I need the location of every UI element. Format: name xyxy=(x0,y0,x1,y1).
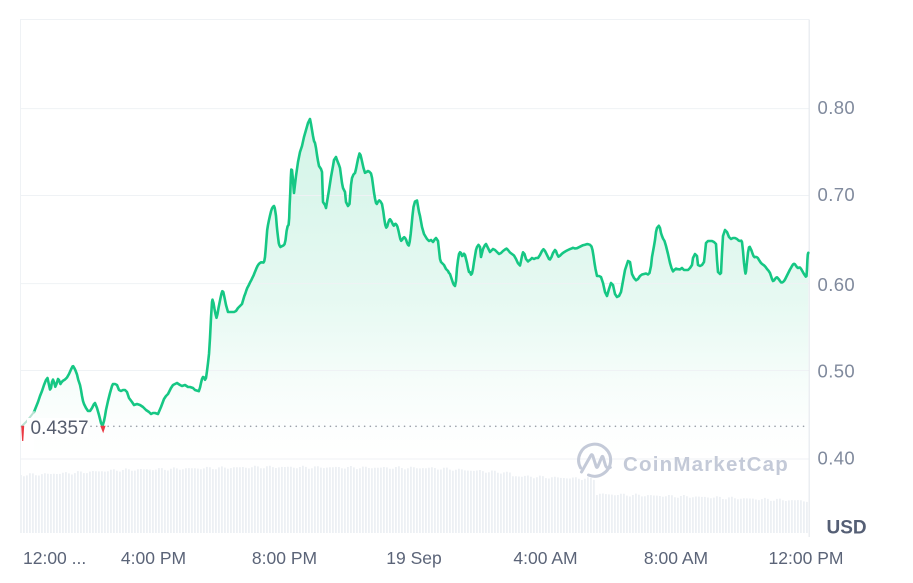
svg-text:8:00 AM: 8:00 AM xyxy=(644,548,708,568)
svg-text:4:00 AM: 4:00 AM xyxy=(513,548,577,568)
svg-text:0.4357: 0.4357 xyxy=(31,418,89,439)
svg-text:CoinMarketCap: CoinMarketCap xyxy=(623,453,789,476)
svg-text:USD: USD xyxy=(827,518,867,539)
svg-text:12:00 ...: 12:00 ... xyxy=(23,548,86,568)
svg-text:0.80: 0.80 xyxy=(818,97,856,118)
svg-text:0.70: 0.70 xyxy=(818,184,856,205)
svg-text:0.50: 0.50 xyxy=(818,360,856,381)
svg-text:0.60: 0.60 xyxy=(818,274,856,295)
svg-text:8:00 PM: 8:00 PM xyxy=(252,548,317,568)
svg-text:0.40: 0.40 xyxy=(818,448,856,469)
svg-text:12:00 PM: 12:00 PM xyxy=(769,548,844,568)
svg-text:4:00 PM: 4:00 PM xyxy=(121,548,186,568)
svg-text:19 Sep: 19 Sep xyxy=(386,548,441,568)
